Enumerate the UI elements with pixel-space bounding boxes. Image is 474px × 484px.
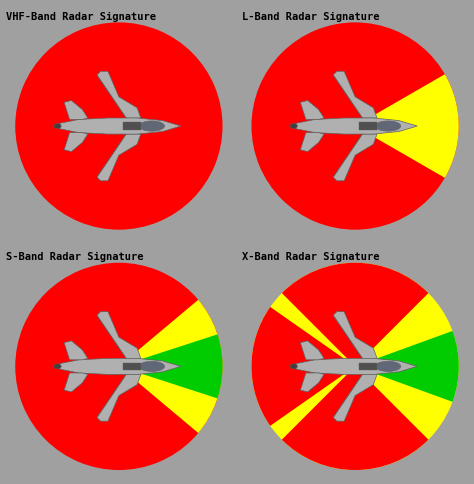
Polygon shape <box>333 135 377 182</box>
Text: X-Band Radar Signature: X-Band Radar Signature <box>242 252 380 261</box>
Wedge shape <box>252 23 459 230</box>
Ellipse shape <box>139 121 164 132</box>
Polygon shape <box>64 133 88 152</box>
Polygon shape <box>301 101 324 120</box>
Polygon shape <box>333 375 377 421</box>
Ellipse shape <box>290 364 297 369</box>
Polygon shape <box>123 363 141 370</box>
Polygon shape <box>293 119 417 135</box>
Wedge shape <box>119 300 222 433</box>
Polygon shape <box>97 375 141 421</box>
Polygon shape <box>64 373 88 392</box>
Text: L-Band Radar Signature: L-Band Radar Signature <box>242 12 380 22</box>
Wedge shape <box>119 334 222 399</box>
Ellipse shape <box>54 124 61 129</box>
Ellipse shape <box>375 121 401 132</box>
Ellipse shape <box>290 124 297 129</box>
Polygon shape <box>301 133 324 152</box>
Wedge shape <box>15 23 222 230</box>
Polygon shape <box>123 123 141 130</box>
Polygon shape <box>359 123 377 130</box>
Polygon shape <box>359 363 377 370</box>
Polygon shape <box>57 359 181 375</box>
Wedge shape <box>282 366 428 470</box>
Polygon shape <box>97 312 141 359</box>
Polygon shape <box>333 312 377 359</box>
Ellipse shape <box>139 362 164 372</box>
Ellipse shape <box>54 364 61 369</box>
Wedge shape <box>15 263 222 470</box>
Text: VHF-Band Radar Signature: VHF-Band Radar Signature <box>6 12 156 22</box>
Wedge shape <box>252 263 459 470</box>
Polygon shape <box>301 373 324 392</box>
Polygon shape <box>57 119 181 135</box>
Wedge shape <box>355 75 459 179</box>
Polygon shape <box>64 101 88 120</box>
Polygon shape <box>97 135 141 182</box>
Polygon shape <box>293 359 417 375</box>
Wedge shape <box>355 331 459 402</box>
Polygon shape <box>333 72 377 119</box>
Polygon shape <box>64 341 88 360</box>
Polygon shape <box>97 72 141 119</box>
Polygon shape <box>301 341 324 360</box>
Wedge shape <box>282 263 428 366</box>
Wedge shape <box>252 307 355 426</box>
Ellipse shape <box>375 362 401 372</box>
Text: S-Band Radar Signature: S-Band Radar Signature <box>6 252 143 261</box>
